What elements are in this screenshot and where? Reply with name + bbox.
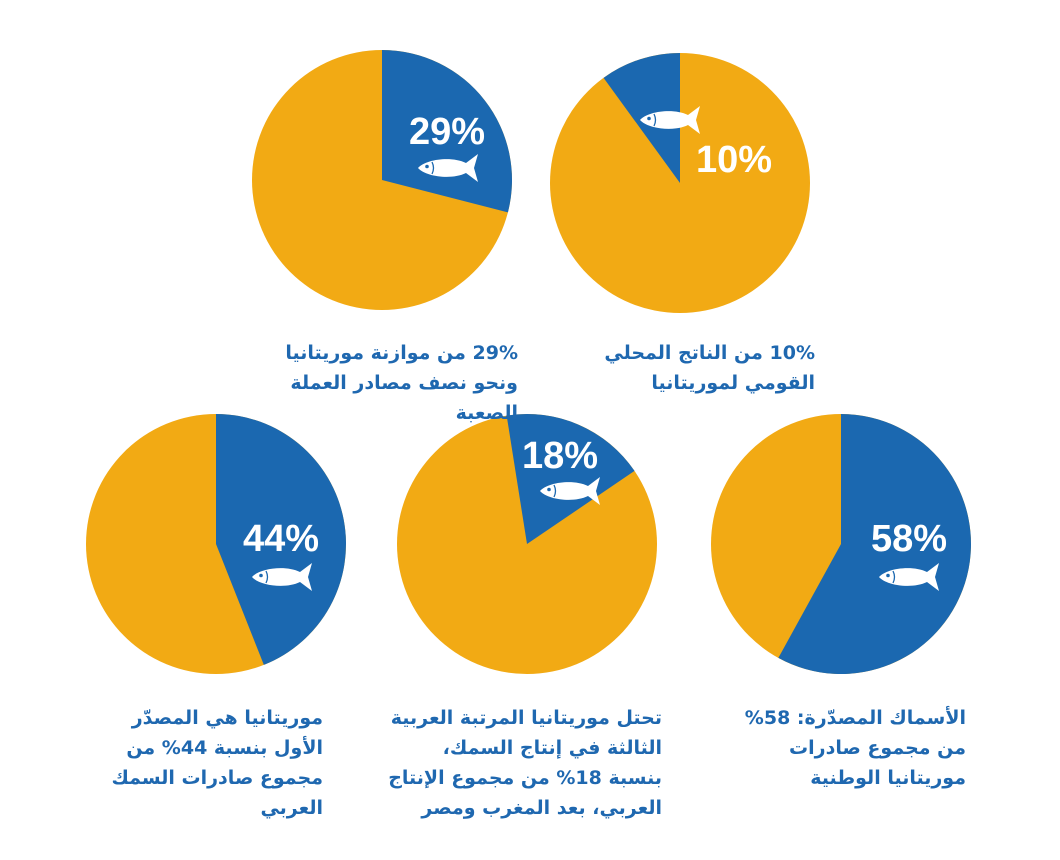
pie-chart-1: 29%	[252, 50, 513, 310]
pie-value-label: 29%	[409, 111, 485, 153]
pie-slice-highlight	[778, 414, 971, 674]
fish-icon	[640, 106, 700, 134]
caption-national-exports: الأسماك المصدّرة: 58% من مجموع صادرات مو…	[744, 707, 966, 789]
pie-value-label: 18%	[522, 435, 598, 477]
pie-chart-4: 18%	[397, 413, 657, 674]
caption-arab-production: تحتل موريتانيا المرتبة العربية الثالثة ف…	[388, 707, 662, 819]
pie-slice-highlight	[382, 50, 513, 213]
fish-icon	[418, 154, 478, 182]
pie-chart-2: 10%	[550, 53, 810, 313]
pie-value-label: 44%	[243, 518, 319, 560]
pie-slice-highlight	[603, 53, 680, 183]
caption-budget: 29% من موازنة موريتانيا ونحو نصف مصادر ا…	[285, 342, 518, 424]
pie-chart-5: 58%	[711, 414, 971, 674]
pie-value-label: 10%	[696, 139, 772, 181]
fish-icon	[879, 563, 939, 591]
pie-chart-3: 44%	[86, 414, 347, 674]
pie-slice-highlight	[216, 414, 347, 665]
caption-gdp: 10% من الناتج المحلي القومي لموريتانيا	[604, 342, 815, 394]
caption-arab-exports: موريتانيا هي المصدّر الأول بنسبة 44% من …	[111, 707, 323, 819]
pie-slice-highlight	[506, 413, 635, 544]
fish-icon	[252, 563, 312, 591]
fish-icon	[540, 477, 600, 505]
pie-value-label: 58%	[871, 518, 947, 560]
